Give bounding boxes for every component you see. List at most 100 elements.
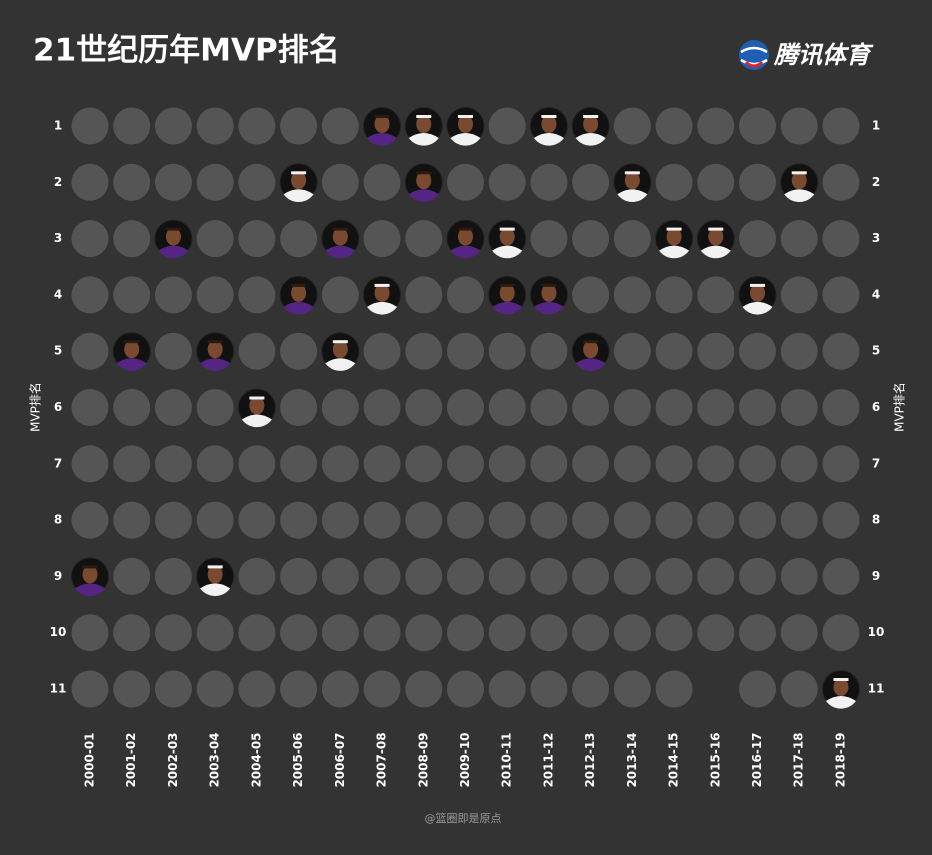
grid-cell <box>446 557 484 595</box>
grid-cell <box>697 389 735 426</box>
y-tick-label-right: 6 <box>872 400 880 414</box>
grid-cell <box>780 332 818 370</box>
grid-cell <box>822 163 860 201</box>
player-dot <box>321 332 360 371</box>
y-tick-label: 9 <box>54 569 62 583</box>
player-dot <box>112 332 151 371</box>
grid-cell <box>196 163 234 201</box>
player-jersey <box>492 245 523 259</box>
footer: @篮圈即是原点 <box>425 811 502 825</box>
player-jersey <box>700 245 731 259</box>
player-face <box>374 115 390 133</box>
grid-cell <box>363 220 401 258</box>
player-jersey <box>784 189 815 202</box>
player-dot <box>446 219 485 259</box>
logo-text: 腾讯体育 <box>773 41 874 69</box>
grid-cell <box>572 557 610 595</box>
grid-cell <box>739 389 777 426</box>
grid-cell <box>154 670 192 708</box>
grid-cell <box>113 557 151 595</box>
grid-cell <box>321 614 359 652</box>
grid-cell <box>405 501 443 539</box>
player-dot <box>363 107 402 146</box>
grid-cell <box>572 276 610 314</box>
y-tick-label: 4 <box>54 287 62 301</box>
grid-cell <box>613 670 651 708</box>
grid-cell <box>154 557 192 595</box>
grid-cell <box>530 445 568 483</box>
grid-cell <box>71 614 109 652</box>
grid-cell <box>321 107 359 145</box>
player-jersey <box>200 358 231 371</box>
grid-cell <box>238 163 276 201</box>
grid-cell <box>572 163 610 201</box>
player-hair <box>499 227 515 231</box>
grid-cell <box>154 614 192 652</box>
player-face <box>207 340 223 359</box>
y-tick-label-right: 7 <box>872 456 880 470</box>
player-face <box>541 115 557 133</box>
grid-cell <box>697 276 735 314</box>
grid-cell <box>530 501 568 539</box>
grid-cell <box>739 670 777 708</box>
grid-cell <box>196 501 234 539</box>
grid-cell <box>363 614 401 652</box>
grid-cell <box>822 614 860 652</box>
x-tick-label: 2017-18 <box>792 732 806 787</box>
grid-cell <box>113 445 151 483</box>
grid-cell <box>572 501 610 539</box>
player-hair <box>457 115 473 118</box>
grid-cell <box>321 670 359 708</box>
grid-cell <box>196 107 234 145</box>
player-face <box>291 171 307 190</box>
grid-cell <box>321 557 359 595</box>
grid-cell <box>780 389 818 426</box>
player-face <box>833 678 849 696</box>
x-tick-label: 2015-16 <box>708 732 722 787</box>
player-dot <box>279 163 318 202</box>
grid-cell <box>280 557 318 595</box>
grid-cell <box>113 389 151 426</box>
grid-cell <box>71 501 109 539</box>
grid-cell <box>280 445 318 483</box>
grid-cell <box>196 614 234 652</box>
player-dot <box>655 219 694 259</box>
grid-cell <box>113 614 151 652</box>
player-face <box>666 227 682 246</box>
player-dot <box>71 557 109 597</box>
player-dot <box>529 275 568 315</box>
grid-cell <box>154 445 192 483</box>
grid-cell <box>280 107 318 145</box>
player-face <box>457 115 473 133</box>
y-tick-label: 1 <box>54 119 62 133</box>
player-hair <box>124 340 140 344</box>
grid-cell <box>613 276 651 314</box>
y-tick-label-right: 1 <box>872 119 880 133</box>
grid-cell <box>572 220 610 258</box>
player-dot <box>446 107 485 146</box>
player-dot <box>613 163 652 202</box>
x-tick-label: 2006-07 <box>333 732 347 787</box>
grid-cell <box>321 276 359 314</box>
grid-cell <box>363 557 401 595</box>
grid-cell <box>739 107 777 145</box>
player-face <box>124 340 140 359</box>
grid-cell <box>739 163 777 201</box>
player-hair <box>833 678 849 681</box>
grid-cell <box>154 389 192 426</box>
grid-cell <box>780 276 818 314</box>
grid-cell <box>446 276 484 314</box>
y-tick-label-right: 2 <box>872 175 880 189</box>
grid-cell <box>405 389 443 426</box>
player-jersey <box>533 133 564 146</box>
grid-cell <box>613 332 651 370</box>
grid-cell <box>446 501 484 539</box>
grid-cell <box>405 276 443 314</box>
y-tick-label-right: 11 <box>868 682 885 696</box>
grid-cell <box>655 163 693 201</box>
grid-cell <box>71 276 109 314</box>
grid-cell <box>572 614 610 652</box>
grid-cell <box>280 501 318 539</box>
player-hair <box>249 396 265 400</box>
grid-cell <box>530 220 568 258</box>
